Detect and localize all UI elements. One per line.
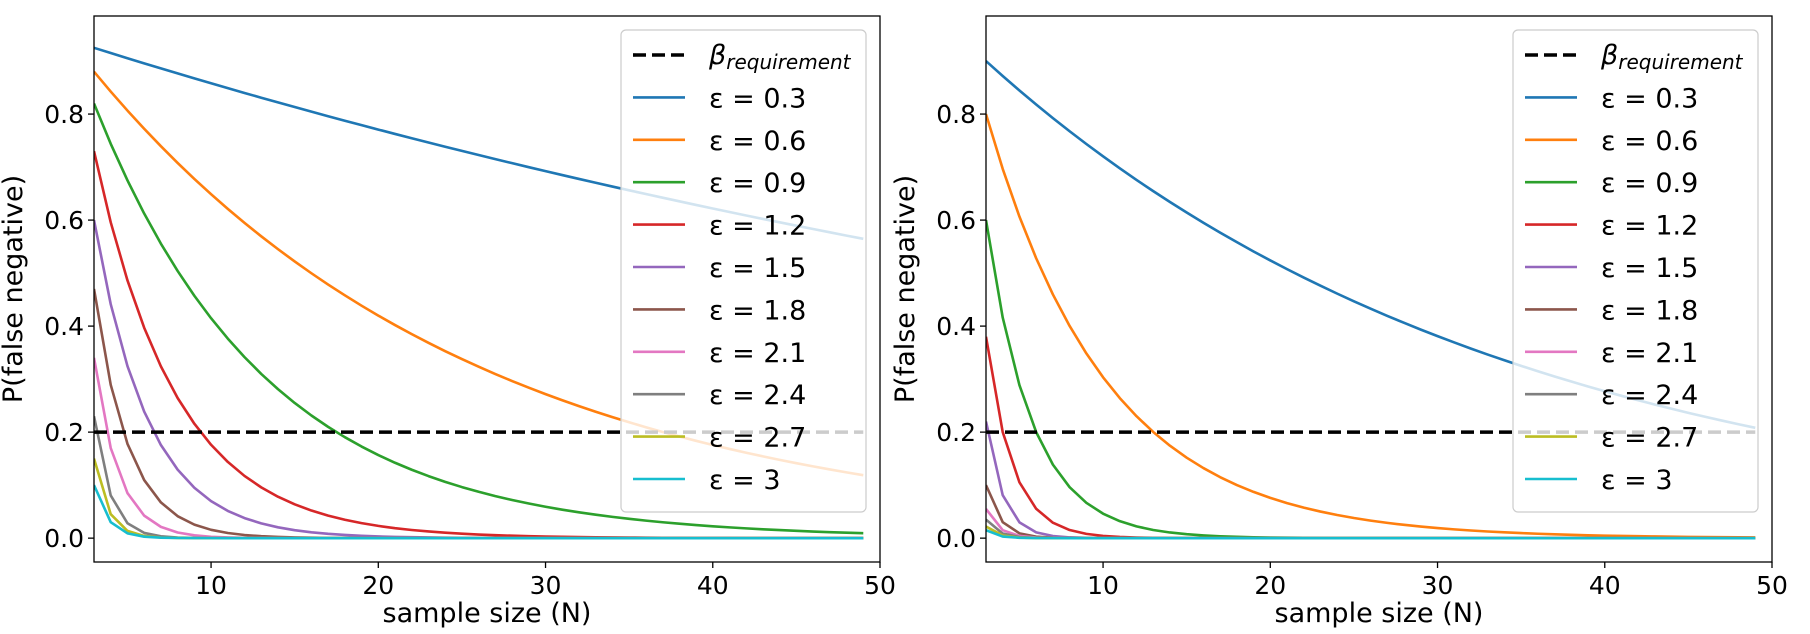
legend-series-label: ε = 1.2	[1601, 211, 1698, 242]
x-axis-label: sample size (N)	[1275, 598, 1484, 629]
legend-frame	[1512, 29, 1759, 513]
legend-threshold-label: βrequirement	[708, 40, 852, 74]
x-tick-label: 40	[1589, 571, 1621, 600]
legend-series-label: ε = 1.8	[709, 295, 806, 326]
legend-series-label: ε = 1.5	[1601, 253, 1698, 284]
legend-series-label: ε = 2.4	[709, 380, 806, 411]
legend: βrequirement ε = 0.3 ε = 0.6 ε = 0.9 ε = 1.2…	[1512, 29, 1759, 513]
x-tick-label: 10	[195, 571, 227, 600]
y-tick-label: 0.0	[936, 524, 976, 553]
legend-series-label: ε = 0.9	[1601, 168, 1698, 199]
series-line	[986, 113, 1756, 539]
right-panel: βrequirement ε = 0.3 ε = 0.6 ε = 0.9 ε = 1.2…	[890, 15, 1788, 629]
series-line	[94, 102, 864, 535]
legend-series-label: ε = 1.2	[709, 211, 806, 242]
y-tick-label: 0.0	[44, 524, 84, 553]
axes-frame	[93, 15, 881, 563]
legend-series-label: ε = 0.6	[709, 126, 806, 157]
legend-series-label: ε = 2.1	[709, 338, 806, 369]
legend: βrequirement ε = 0.3 ε = 0.6 ε = 0.9 ε = 1.2…	[620, 29, 867, 513]
y-tick-label: 0.8	[936, 100, 976, 129]
legend-series-label: ε = 1.5	[709, 253, 806, 284]
plot-area	[94, 46, 864, 540]
x-tick-label: 20	[1254, 571, 1286, 600]
y-axis-label: P(false negative)	[0, 175, 29, 403]
y-tick-label: 0.2	[44, 418, 84, 447]
y-axis-label: P(false negative)	[890, 175, 921, 403]
x-tick-label: 10	[1087, 571, 1119, 600]
legend-frame	[620, 29, 867, 513]
y-tick-label: 0.8	[44, 100, 84, 129]
axes-frame	[985, 15, 1773, 563]
x-axis-label: sample size (N)	[383, 598, 592, 629]
x-tick-label: 30	[1422, 571, 1454, 600]
legend-series-label: ε = 0.3	[1601, 83, 1698, 114]
x-tick-label: 30	[530, 571, 562, 600]
legend-series-label: ε = 2.4	[1601, 380, 1698, 411]
legend-series-label: ε = 2.7	[709, 423, 806, 454]
legend-series-label: ε = 2.7	[1601, 423, 1698, 454]
series-line	[986, 528, 1756, 540]
left-panel: βrequirement ε = 0.3 ε = 0.6 ε = 0.9 ε = 1.2…	[0, 15, 896, 629]
legend-series-label: ε = 2.1	[1601, 338, 1698, 369]
legend-series-label: ε = 1.8	[1601, 295, 1698, 326]
legend-threshold-label: βrequirement	[1600, 40, 1744, 74]
x-tick-label: 50	[864, 571, 896, 600]
legend-series-label: ε = 3	[709, 465, 781, 496]
legend-series-label: ε = 3	[1601, 465, 1673, 496]
y-tick-label: 0.4	[44, 312, 84, 341]
series-line	[94, 484, 864, 540]
legend-series-label: ε = 0.6	[1601, 126, 1698, 157]
y-tick-label: 0.2	[936, 418, 976, 447]
y-tick-label: 0.6	[44, 206, 84, 235]
legend-series-label: ε = 0.9	[709, 168, 806, 199]
y-tick-label: 0.6	[936, 206, 976, 235]
legend-series-label: ε = 0.3	[709, 83, 806, 114]
x-tick-label: 20	[362, 571, 394, 600]
x-tick-label: 40	[697, 571, 729, 600]
y-tick-label: 0.4	[936, 312, 976, 341]
x-tick-label: 50	[1756, 571, 1788, 600]
